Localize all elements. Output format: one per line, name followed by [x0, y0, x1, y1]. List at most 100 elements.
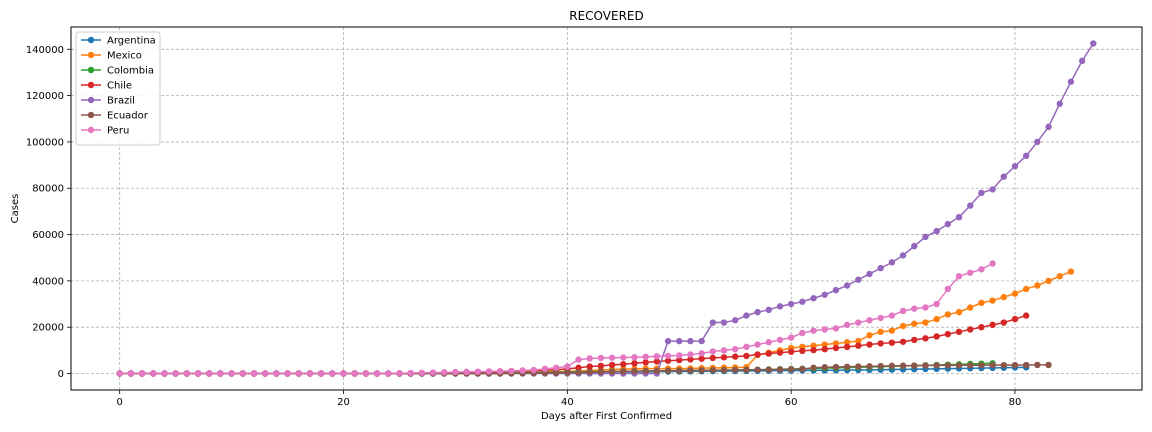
- data-point-brazil: [933, 227, 940, 235]
- data-point-chile: [642, 359, 649, 366]
- data-point-ecuador: [586, 368, 593, 376]
- data-point-brazil: [911, 242, 918, 250]
- legend-item-chile: Chile: [81, 81, 132, 92]
- data-point-ecuador: [743, 366, 750, 374]
- data-point-chile: [821, 345, 828, 353]
- data-point-brazil: [720, 319, 728, 326]
- legend-swatch-marker: [87, 81, 95, 89]
- data-point-chile: [877, 340, 884, 347]
- series-layer: [116, 40, 1097, 377]
- x-tick-label: 20: [337, 397, 350, 408]
- data-point-peru: [586, 355, 593, 362]
- data-point-peru: [631, 354, 638, 361]
- data-point-peru: [776, 336, 784, 344]
- data-point-peru: [564, 363, 571, 370]
- data-point-mexico: [832, 340, 840, 347]
- data-point-chile: [698, 355, 705, 362]
- data-point-peru: [194, 370, 202, 377]
- data-point-brazil: [955, 213, 963, 221]
- data-point-brazil: [978, 189, 985, 197]
- data-point-ecuador: [821, 364, 828, 371]
- data-point-chile: [586, 363, 593, 370]
- data-point-chile: [933, 333, 940, 340]
- data-point-ecuador: [1011, 361, 1019, 369]
- x-tick-label: 80: [1009, 397, 1022, 408]
- grid-layer: [71, 27, 1142, 390]
- data-point-brazil: [1090, 40, 1097, 47]
- data-point-peru: [418, 369, 426, 377]
- data-point-brazil: [1011, 163, 1019, 170]
- data-point-ecuador: [608, 368, 616, 375]
- data-point-peru: [239, 370, 246, 377]
- data-point-peru: [228, 370, 235, 377]
- data-point-ecuador: [564, 369, 571, 376]
- data-point-ecuador: [989, 361, 996, 369]
- data-point-ecuador: [978, 362, 985, 369]
- data-point-peru: [463, 368, 470, 376]
- legend-item-mexico: Mexico: [81, 51, 142, 62]
- data-point-peru: [552, 364, 560, 371]
- data-point-chile: [575, 364, 582, 371]
- data-point-ecuador: [855, 363, 862, 370]
- data-point-ecuador: [888, 362, 896, 370]
- data-point-peru: [161, 370, 168, 377]
- data-point-chile: [944, 330, 952, 338]
- data-point-peru: [452, 368, 459, 376]
- data-point-peru: [664, 352, 672, 360]
- data-point-mexico: [989, 297, 996, 304]
- data-point-brazil: [832, 286, 840, 294]
- data-point-chile: [631, 360, 638, 367]
- x-tick-label: 60: [785, 397, 798, 408]
- data-point-chile: [676, 356, 683, 364]
- data-point-peru: [273, 370, 280, 377]
- data-point-chile: [832, 344, 840, 352]
- legend-label: Colombia: [107, 66, 154, 77]
- data-point-peru: [485, 368, 493, 375]
- data-point-peru: [172, 370, 179, 377]
- data-point-brazil: [1067, 78, 1075, 85]
- data-point-chile: [620, 361, 627, 368]
- data-point-peru: [855, 319, 862, 326]
- data-point-chile: [720, 354, 728, 361]
- data-point-ecuador: [776, 366, 784, 373]
- legend-label: Peru: [107, 126, 129, 137]
- data-point-brazil: [1034, 138, 1041, 146]
- y-tick-label: 140000: [26, 45, 64, 56]
- data-point-chile: [967, 326, 974, 333]
- data-point-brazil: [743, 312, 750, 319]
- legend-item-brazil: Brazil: [81, 96, 135, 107]
- data-point-peru: [967, 269, 974, 276]
- data-point-ecuador: [911, 362, 918, 369]
- data-point-brazil: [1022, 152, 1030, 160]
- data-point-ecuador: [642, 367, 649, 375]
- legend-swatch-marker: [87, 66, 95, 74]
- data-point-chile: [899, 338, 907, 345]
- data-point-ecuador: [899, 362, 907, 369]
- data-point-mexico: [911, 320, 918, 327]
- data-point-brazil: [866, 270, 873, 278]
- data-point-brazil: [731, 317, 739, 324]
- data-point-peru: [720, 347, 728, 354]
- data-point-chile: [855, 342, 862, 349]
- data-point-mexico: [1000, 293, 1007, 301]
- x-tick-label: 40: [561, 397, 574, 408]
- data-point-ecuador: [1000, 361, 1007, 369]
- data-point-ecuador: [664, 367, 672, 374]
- data-point-chile: [743, 352, 750, 360]
- data-point-peru: [877, 314, 884, 322]
- y-tick-label: 80000: [32, 184, 64, 195]
- data-point-brazil: [944, 220, 952, 228]
- data-point-brazil: [843, 282, 851, 289]
- data-point-ecuador: [877, 362, 884, 370]
- data-point-brazil: [877, 264, 884, 272]
- data-point-peru: [329, 370, 336, 377]
- data-point-peru: [899, 307, 907, 315]
- data-point-peru: [429, 369, 437, 376]
- data-point-ecuador: [922, 362, 929, 369]
- data-point-ecuador: [709, 367, 717, 374]
- data-point-ecuador: [731, 366, 739, 374]
- data-point-ecuador: [1022, 361, 1030, 369]
- y-tick-label: 20000: [32, 323, 64, 334]
- data-point-chile: [989, 321, 996, 329]
- data-point-brazil: [709, 319, 717, 326]
